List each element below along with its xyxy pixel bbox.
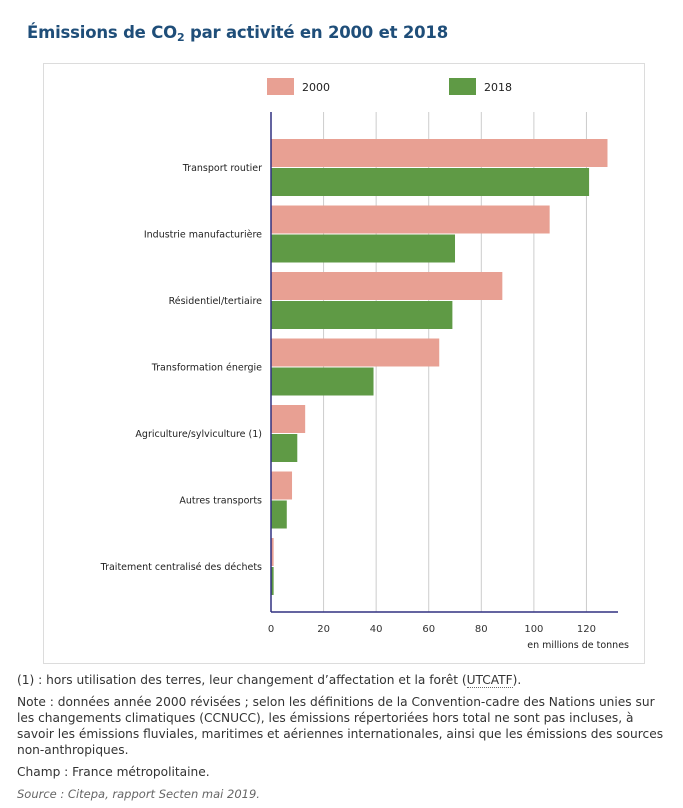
category-label: Transformation énergie <box>151 363 262 374</box>
x-tick-label: 20 <box>317 624 330 635</box>
bar-2018[interactable] <box>271 168 590 196</box>
category-label: Résidentiel/tertiaire <box>169 296 263 307</box>
legend: 2000 2018 <box>267 78 512 95</box>
utcatf-abbreviation[interactable]: UTCATF <box>466 673 513 688</box>
x-tick-label: 120 <box>577 624 596 635</box>
bar-2000[interactable] <box>271 471 293 500</box>
footnotes: (1) : hors utilisation des terres, leur … <box>17 672 669 808</box>
title-prefix: Émissions de CO <box>27 23 177 42</box>
bar-2000[interactable] <box>271 272 503 300</box>
labels: 0 20 40 60 80 100 120 Transport routier Industri… <box>100 163 629 651</box>
bars <box>271 139 608 595</box>
legend-label-2000[interactable]: 2000 <box>302 81 330 94</box>
category-label: Agriculture/sylviculture (1) <box>135 429 262 440</box>
x-axis-label: en millions de tonnes <box>527 640 629 651</box>
bar-2000[interactable] <box>271 338 440 367</box>
bar-chart: 0 20 40 60 80 100 120 Transport routier Industri… <box>100 78 629 651</box>
bar-2000[interactable] <box>271 538 274 566</box>
x-tick-label: 40 <box>370 624 383 635</box>
bar-2000[interactable] <box>271 139 608 167</box>
title-suffix: par activité en 2000 et 2018 <box>184 23 448 42</box>
footnote-note: Note : données année 2000 révisées ; sel… <box>17 695 664 757</box>
chart-frame: 0 20 40 60 80 100 120 Transport routier Industri… <box>43 63 645 664</box>
footnote-1: (1) : hors utilisation des terres, leur … <box>17 672 669 688</box>
bar-2018[interactable] <box>271 367 374 396</box>
bar-2018[interactable] <box>271 234 456 263</box>
axes <box>270 112 618 613</box>
footnote-champ: Champ : France métropolitaine. <box>17 765 210 779</box>
x-tick-label: 80 <box>475 624 488 635</box>
legend-swatch-2018[interactable] <box>449 78 476 95</box>
bar-2018[interactable] <box>271 500 287 529</box>
bar-2000[interactable] <box>271 205 550 234</box>
footnote-1-suffix: ). <box>512 673 522 687</box>
legend-label-2018[interactable]: 2018 <box>484 81 512 94</box>
chart-title: Émissions de CO2 par activité en 2000 et… <box>27 23 448 44</box>
bar-2018[interactable] <box>271 301 453 329</box>
x-tick-label: 100 <box>524 624 543 635</box>
footnote-1-prefix: (1) : hors utilisation des terres, leur … <box>17 673 467 687</box>
bar-2018[interactable] <box>271 567 274 595</box>
footnote-source: Source : Citepa, rapport Secten mai 2019… <box>17 787 260 801</box>
category-label: Traitement centralisé des déchets <box>100 562 262 573</box>
legend-swatch-2000[interactable] <box>267 78 294 95</box>
x-tick-label: 0 <box>268 624 274 635</box>
category-label: Autres transports <box>179 496 262 507</box>
title-subscript: 2 <box>176 31 185 44</box>
bar-2000[interactable] <box>271 405 306 433</box>
bar-2018[interactable] <box>271 434 298 462</box>
x-tick-label: 60 <box>422 624 435 635</box>
category-label: Industrie manufacturière <box>144 230 262 241</box>
category-label: Transport routier <box>182 163 262 174</box>
